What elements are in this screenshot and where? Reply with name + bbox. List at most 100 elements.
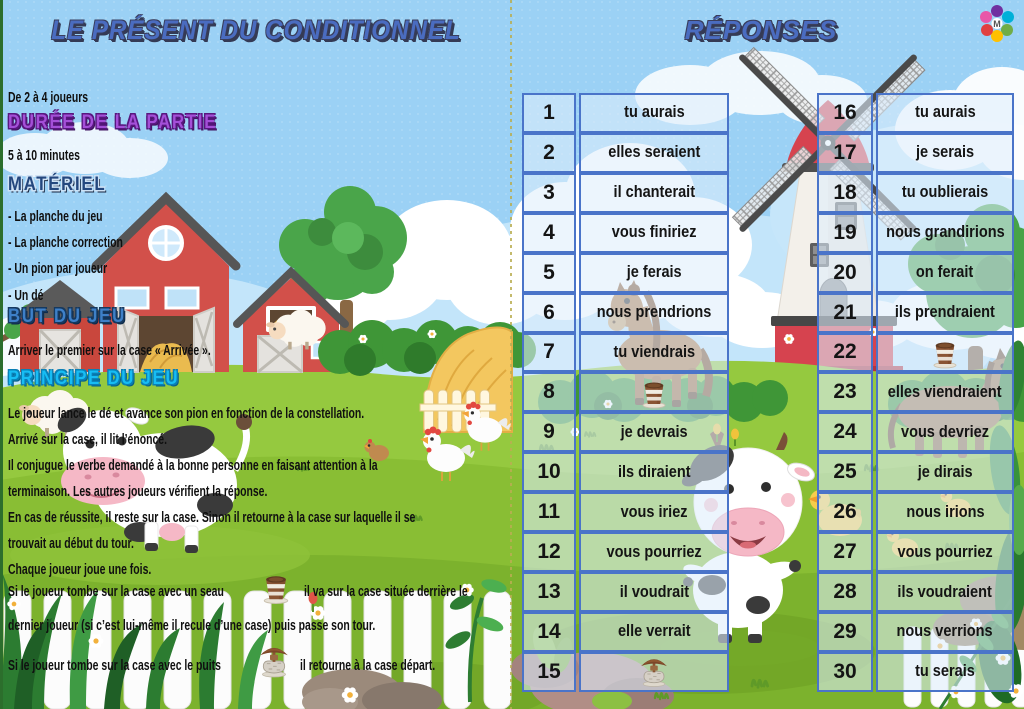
answer-text: ils voudraient [876,572,1014,612]
answer-row: 4 vous finiriez [522,212,729,253]
players-count: De 2 à 4 joueurs [8,90,89,106]
answer-number: 21 [817,292,873,333]
answer-text: vous devriez [876,412,1014,453]
answer-number: 6 [522,292,576,333]
answer-text: ils prendraient [876,292,1014,333]
answer-number: 12 [522,532,576,573]
answer-number: 15 [522,651,576,692]
answer-text: tu oublierais [876,172,1014,213]
principle-line: Le joueur lance le dé et avance son pion… [8,406,365,422]
answer-row: 10 ils diraient [522,452,729,493]
chicken [461,401,511,451]
answer-row: 12 vous pourriez [522,532,729,573]
answer-text: vous pourriez [876,532,1014,573]
answer-text: je devrais [579,412,729,453]
chicken [420,426,475,481]
answer-row: 19 nous grandirions [817,212,1014,253]
answer-number: 4 [522,212,576,253]
answer-row: 20 on ferait [817,252,1014,293]
answer-number: 19 [817,212,873,253]
material-item: - Un dé [8,287,44,304]
answer-number: 11 [522,492,576,533]
answer-row: 8 [522,372,729,413]
answer-row: 26 nous irions [817,492,1014,533]
goal-heading: BUT DU JEU [8,306,126,327]
answer-text: je serais [876,132,1014,173]
answer-number: 3 [522,172,576,213]
page-edge [0,0,3,709]
answer-row: 11 vous iriez [522,492,729,533]
bucket-icon [260,570,292,609]
principle-line: Arrivé sur la case, il lit l’énoncé. [8,432,167,448]
answer-text: nous grandirions [876,212,1014,253]
answer-row: 28 ils voudraient [817,572,1014,612]
cow [57,407,252,553]
answer-text: tu aurais [579,93,729,133]
bucket-rule-after: il va sur la case située derrière le [304,584,468,600]
svg-text:M: M [993,19,1001,29]
bucket-rule-before: Si le joueur tombe sur la case avec un s… [8,584,224,600]
bucket-icon [579,372,729,413]
tulip [308,592,318,612]
answer-text: vous iriez [579,492,729,533]
answers-table-1-15: 1 tu aurais 2 elles seraient 3 il chante… [522,93,729,692]
answer-number: 9 [522,412,576,453]
answer-row: 18 tu oublierais [817,172,1014,213]
answer-text: on ferait [876,252,1014,293]
answer-text: ils diraient [579,452,729,493]
answer-text: nous prendrions [579,292,729,333]
answer-number: 8 [522,372,576,413]
material-heading: MATÉRIEL [8,174,107,195]
materials-list: - La planche du jeu - La planche correcti… [8,204,168,309]
brand-logo: M [976,3,1018,50]
answer-row: 24 vous devriez [817,412,1014,453]
answer-row: 17 je serais [817,132,1014,173]
chick [364,439,389,461]
answer-row: 7 tu viendrais [522,332,729,373]
answer-number: 7 [522,332,576,373]
answer-row: 23 elles viendraient [817,372,1014,413]
answer-number: 13 [522,572,576,612]
well-rule-before: Si le joueur tombe sur la case avec le p… [8,658,221,674]
well-icon [258,644,290,683]
answer-number: 20 [817,252,873,293]
answer-text: elles viendraient [876,372,1014,413]
principle-line: Il conjugue le verbe demandé à la bonne … [8,458,378,474]
answer-row: 30 tu serais [817,651,1014,692]
principle-heading: PRINCIPE DU JEU [8,368,180,389]
answer-row: 27 vous pourriez [817,532,1014,573]
material-item: - La planche du jeu [8,209,103,225]
principle-line: trouvait au début du tour. [8,536,134,552]
answer-row: 3 il chanterait [522,172,729,213]
well-rule-line: Si le joueur tombe sur la case avec le p… [8,647,508,684]
answer-row: 22 [817,332,1014,373]
answer-row: 9 je devrais [522,412,729,453]
answer-text: vous pourriez [579,532,729,573]
answer-text: nous irions [876,492,1014,533]
answer-text: je dirais [876,452,1014,493]
bucket-rule-line: Si le joueur tombe sur la case avec un s… [8,576,508,610]
barn-left [0,280,112,374]
answer-text: tu viendrais [579,332,729,373]
principle-line: terminaison. Les autres joueurs vérifien… [8,484,268,500]
well-icon [579,651,729,692]
tulip [731,428,739,446]
page-title: LE PRÉSENT DU CONDITIONNEL [51,15,461,45]
answer-row: 5 je ferais [522,252,729,293]
answer-number: 22 [817,332,873,373]
answer-number: 5 [522,252,576,293]
answer-number: 26 [817,492,873,533]
answer-number: 24 [817,412,873,453]
answer-row: 14 elle verrait [522,611,729,652]
answer-row: 21 ils prendraient [817,292,1014,333]
bucket-rule-continuation: dernier joueur (si c’est lui-même il rec… [8,618,376,634]
page-fold-line [510,0,512,709]
principle-text: Le joueur lance le dé et avance son pion… [8,401,574,583]
tree [279,186,407,346]
principle-line: Chaque joueur joue une fois. [8,562,152,578]
answer-text: il chanterait [579,172,729,213]
sheep [266,309,326,350]
answer-text: nous verrions [876,611,1014,652]
